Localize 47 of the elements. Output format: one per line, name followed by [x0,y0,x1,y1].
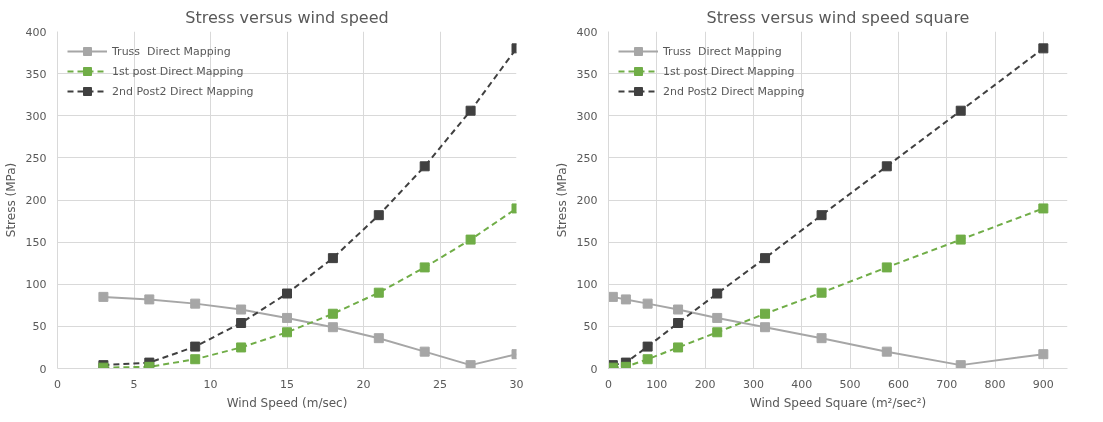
x-tick-label: 700 [936,377,958,391]
y-tick-label: 0 [39,362,47,376]
y-tick-label: 150 [25,236,47,250]
x-tick-label: 5 [130,377,138,391]
y-tick-label: 350 [25,67,47,81]
y-tick-label: 50 [32,320,47,334]
legend-label: Truss Direct Mapping [663,44,782,58]
x-tick-label: 15 [280,377,294,391]
x-tick-label: 10 [203,377,218,391]
y-tick-label: 100 [576,278,598,292]
x-tick-label: 900 [1032,377,1054,391]
y-tick-label: 0 [590,362,598,376]
x-tick-label: 0 [54,377,61,391]
x-tick-label: 25 [433,377,447,391]
y-tick-label: 300 [25,109,47,123]
y-tick-label: 350 [576,67,598,81]
x-tick-label: 0 [605,377,612,391]
legend-label: Truss Direct Mapping [112,44,231,58]
x-tick-label: 300 [742,377,764,391]
x-axis-title: Wind Speed Square (m²/sec²) [749,395,927,410]
x-tick-label: 30 [509,377,524,391]
x-tick-label: 20 [356,377,371,391]
y-tick-label: 250 [25,151,47,165]
y-tick-label: 150 [576,236,598,250]
x-tick-label: 500 [839,377,861,391]
y-tick-label: 400 [576,25,598,39]
legend-label: 1st post Direct Mapping [663,64,795,78]
y-tick-label: 50 [583,320,598,334]
x-tick-label: 600 [887,377,909,391]
chart-title: Stress versus wind speed [185,7,389,27]
y-tick-label: 200 [25,194,47,207]
y-tick-label: 100 [25,278,47,292]
legend-label: 1st post Direct Mapping [112,64,244,78]
y-tick-label: 200 [576,194,598,207]
y-axis-title: Stress (MPa) [3,162,18,238]
y-tick-label: 400 [25,25,47,39]
y-tick-label: 250 [576,151,598,165]
y-axis-title: Stress (MPa) [554,162,569,238]
legend-label: 2nd Post2 Direct Mapping [112,84,254,98]
chart-title: Stress versus wind speed square [706,7,970,27]
legend-label: 2nd Post2 Direct Mapping [663,84,805,98]
x-tick-label: 400 [791,377,813,391]
x-tick-label: 100 [646,377,668,391]
y-tick-label: 300 [576,109,598,123]
x-tick-label: 200 [694,377,716,391]
x-tick-label: 800 [984,377,1006,391]
x-axis-title: Wind Speed (m/sec) [226,395,348,410]
